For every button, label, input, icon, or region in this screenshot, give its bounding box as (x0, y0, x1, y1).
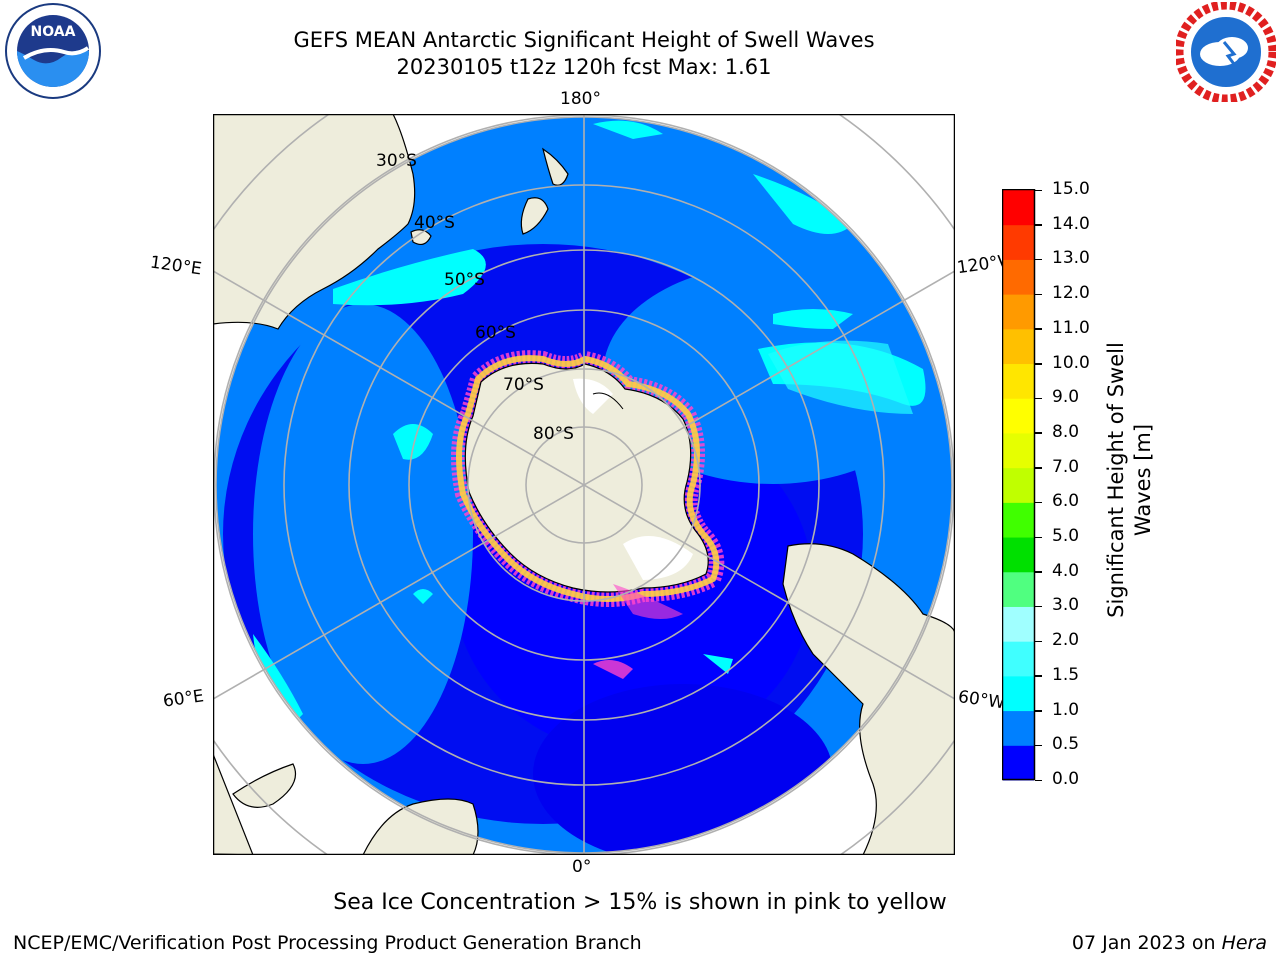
footer-left: NCEP/EMC/Verification Post Processing Pr… (13, 932, 642, 954)
colorbar-tick-mark (1035, 258, 1042, 261)
colorbar-segment (1003, 328, 1034, 365)
colorbar-tick-mark (1035, 293, 1042, 296)
lat-label-60s: 60°S (475, 323, 516, 343)
colorbar-tick-mark (1035, 710, 1042, 712)
colorbar-segment (1003, 259, 1034, 295)
colorbar-segment (1003, 571, 1034, 607)
lat-label-80s: 80°S (533, 424, 574, 444)
lon-label-0: 0° (572, 857, 592, 877)
lat-label-50s: 50°S (444, 270, 485, 290)
colorbar-segment (1003, 641, 1034, 677)
colorbar-tick-label: 2.0 (1052, 630, 1080, 651)
colorbar-tick-mark (1035, 779, 1042, 781)
colorbar (1002, 189, 1036, 781)
colorbar-tick-label: 13.0 (1052, 248, 1090, 269)
lat-label-40s: 40°S (414, 213, 455, 233)
colorbar-tick-mark (1035, 224, 1042, 226)
colorbar-tick-label: 0.0 (1052, 769, 1080, 789)
colorbar-segment (1003, 190, 1034, 226)
colorbar-label: Significant Height of Swell (1104, 320, 1128, 640)
map-frame (213, 114, 955, 855)
colorbar-tick-mark (1035, 432, 1042, 434)
colorbar-tick-mark (1035, 363, 1042, 365)
colorbar-tick-label: 10.0 (1052, 352, 1090, 373)
colorbar-tick-mark (1035, 328, 1042, 330)
colorbar-tick-label: 12.0 (1052, 283, 1090, 304)
colorbar-tick-label: 15.0 (1052, 179, 1090, 199)
lat-label-70s: 70°S (503, 375, 544, 395)
landmasses (213, 114, 955, 855)
colorbar-tick-mark (1035, 571, 1042, 573)
lon-label-180: 180° (560, 89, 601, 109)
colorbar-tick-mark (1035, 397, 1042, 400)
lon-label-60e: 60°E (161, 686, 206, 712)
colorbar-tick-mark (1035, 640, 1042, 643)
footer-host: Hera (1221, 932, 1267, 954)
colorbar-tick-label: 3.0 (1052, 595, 1080, 616)
colorbar-label-line2: Waves [m] (1131, 423, 1155, 537)
colorbar-segment (1003, 675, 1034, 712)
colorbar-tick-label: 1.0 (1052, 699, 1080, 720)
colorbar-tick-mark (1035, 744, 1042, 747)
colorbar-segment (1003, 710, 1034, 746)
colorbar-tick-mark (1035, 467, 1042, 469)
colorbar-segment (1003, 294, 1034, 330)
map-panel (213, 114, 955, 855)
colorbar-segment (1003, 467, 1034, 503)
colorbar-segment (1003, 398, 1034, 434)
colorbar-tick-label: 8.0 (1052, 421, 1080, 442)
colorbar-label-line1: Significant Height of Swell (1104, 342, 1128, 618)
antarctica (451, 350, 725, 679)
map-subtitle: 20230105 t12z 120h fcst Max: 1.61 (396, 55, 772, 79)
colorbar-tick-label: 4.0 (1052, 560, 1080, 581)
lat-label-30s: 30°S (376, 151, 417, 171)
colorbar-tick-label: 11.0 (1052, 317, 1090, 338)
footer-date: 07 Jan 2023 on (1071, 932, 1222, 954)
colorbar-tick-label: 9.0 (1052, 387, 1080, 408)
lon-label-60w: 60°W (956, 687, 1004, 713)
footer-right: 07 Jan 2023 on Hera (1072, 932, 1267, 954)
colorbar-tick-label: 7.0 (1052, 456, 1080, 477)
colorbar-tick-label: 1.5 (1052, 664, 1080, 685)
colorbar-tick-label: 6.0 (1052, 491, 1080, 512)
map-title: GEFS MEAN Antarctic Significant Height o… (293, 28, 875, 52)
lon-label-120w: 120°W (955, 251, 1007, 279)
noaa-logo: NOAA (5, 3, 101, 99)
colorbar-tick-mark (1035, 189, 1042, 191)
colorbar-tick-label: 0.5 (1052, 734, 1080, 755)
colorbar-label-units: Waves [m] (1131, 320, 1155, 640)
colorbar-tick-mark (1035, 605, 1042, 608)
colorbar-segment (1003, 606, 1034, 642)
sea-ice-note: Sea Ice Concentration > 15% is shown in … (333, 890, 947, 915)
colorbar-segment (1003, 537, 1034, 573)
noaa-logo-text: NOAA (31, 24, 76, 40)
colorbar-segment (1003, 432, 1034, 469)
colorbar-tick-label: 14.0 (1052, 213, 1090, 234)
lon-label-120e: 120°E (148, 252, 203, 280)
colorbar-segment (1003, 363, 1034, 399)
colorbar-tick-label: 5.0 (1052, 526, 1080, 547)
colorbar-tick-mark (1035, 501, 1042, 504)
colorbar-segment (1003, 224, 1034, 260)
colorbar-segment (1003, 745, 1034, 781)
colorbar-tick-mark (1035, 675, 1042, 677)
nws-logo (1176, 2, 1276, 102)
colorbar-segment (1003, 502, 1034, 538)
colorbar-tick-mark (1035, 536, 1042, 539)
